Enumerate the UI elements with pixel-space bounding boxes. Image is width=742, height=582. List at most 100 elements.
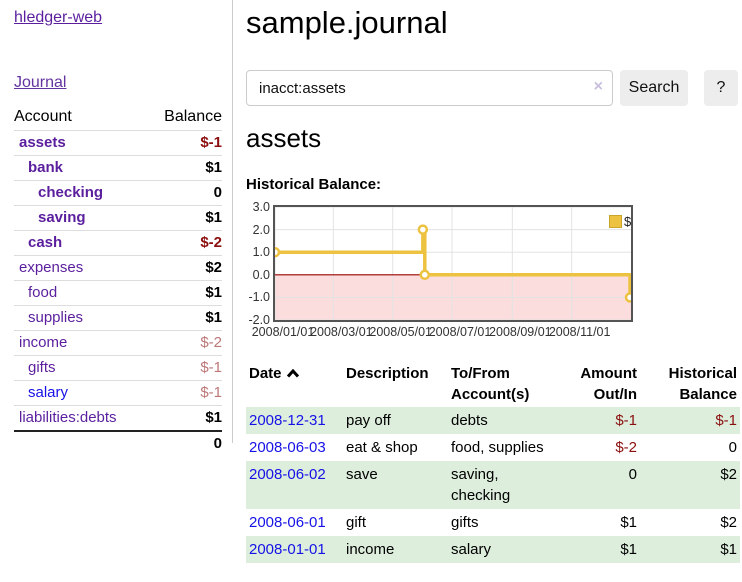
- account-link-checking[interactable]: checking: [38, 184, 104, 201]
- transaction-date-link[interactable]: 2008-06-01: [249, 514, 326, 531]
- chart-series-svg: [275, 207, 631, 320]
- account-row-liabilities-debts: liabilities:debts $1: [14, 405, 222, 431]
- transaction-date-link[interactable]: 2008-12-31: [249, 412, 326, 429]
- y-axis-tick-label: 3.0: [252, 200, 270, 214]
- transaction-accounts: food, supplies: [451, 439, 544, 456]
- account-row-income: income $-2: [14, 330, 222, 356]
- transaction-description: pay off: [346, 412, 391, 429]
- sidebar: hledger-web Journal Account Balance asse…: [0, 0, 233, 456]
- chart-plot-area: [273, 205, 633, 322]
- legend-swatch-icon: [609, 215, 622, 228]
- account-page-title: assets: [246, 123, 322, 153]
- account-row-salary: salary $-1: [14, 380, 222, 406]
- legend-label: $: [624, 214, 632, 229]
- transaction-accounts: saving, checking: [451, 466, 511, 504]
- search-input[interactable]: [246, 70, 613, 106]
- transaction-description: save: [346, 466, 378, 483]
- x-axis-tick-label: 2008/11/01: [548, 325, 611, 339]
- transaction-accounts: salary: [451, 541, 492, 558]
- col-date[interactable]: Date: [246, 361, 343, 407]
- register-header-row: Date Description To/From Account(s) Amou…: [246, 361, 740, 407]
- transaction-amount: 0: [628, 466, 637, 483]
- account-row-cash: cash $-2: [14, 230, 222, 256]
- account-balance: $1: [147, 155, 222, 181]
- transaction-accounts: gifts: [451, 514, 479, 531]
- account-link-liabilities-debts[interactable]: liabilities:debts: [19, 409, 117, 426]
- transaction-balance: $1: [720, 541, 737, 558]
- account-row-gifts: gifts $-1: [14, 355, 222, 381]
- register-row: 2008-06-01 gift gifts $1 $2: [246, 509, 740, 536]
- transaction-date-link[interactable]: 2008-06-03: [249, 439, 326, 456]
- accounts-header-row: Account Balance: [14, 108, 222, 131]
- account-link-supplies[interactable]: supplies: [28, 309, 84, 326]
- account-row-checking: checking 0: [14, 180, 222, 206]
- transaction-date-link[interactable]: 2008-06-02: [249, 466, 326, 483]
- y-axis-tick-label: -2.0: [248, 313, 270, 327]
- account-balance: 0: [147, 180, 222, 206]
- x-axis-tick-label: 2008/03/01: [310, 325, 373, 339]
- account-link-bank[interactable]: bank: [28, 159, 64, 176]
- col-accounts: To/From Account(s): [451, 365, 530, 403]
- account-row-food: food $1: [14, 280, 222, 306]
- account-link-cash[interactable]: cash: [28, 234, 63, 251]
- x-axis-tick-label: 2008/01/01: [251, 325, 315, 339]
- col-balance: Historical Balance: [668, 365, 737, 403]
- register-table: Date Description To/From Account(s) Amou…: [246, 361, 740, 563]
- transaction-description: eat & shop: [346, 439, 418, 456]
- transaction-balance: $2: [720, 514, 737, 531]
- account-balance: $1: [147, 280, 222, 306]
- x-axis-tick-label: 2008/07/01: [428, 325, 492, 339]
- search-button[interactable]: Search: [620, 70, 688, 106]
- account-link-salary[interactable]: salary: [28, 384, 69, 401]
- transaction-description: gift: [346, 514, 367, 531]
- accounts-col-balance: Balance: [164, 108, 222, 125]
- account-row-saving: saving $1: [14, 205, 222, 231]
- account-balance: $-1: [147, 355, 222, 381]
- transaction-balance: $-1: [715, 412, 737, 429]
- account-row-expenses: expenses $2: [14, 255, 222, 281]
- account-balance: $-1: [147, 130, 222, 156]
- transaction-amount: $1: [620, 541, 637, 558]
- account-link-expenses[interactable]: expenses: [19, 259, 84, 276]
- account-link-saving[interactable]: saving: [38, 209, 86, 226]
- register-row: 2008-06-02 save saving, checking 0 $2: [246, 461, 740, 509]
- account-link-assets[interactable]: assets: [19, 134, 66, 151]
- x-axis-tick-label: 2008/09/01: [489, 325, 552, 339]
- accounts-col-account: Account: [14, 108, 72, 125]
- transaction-date-link[interactable]: 2008-01-01: [249, 541, 326, 558]
- accounts-total-row: 0: [14, 430, 222, 456]
- account-balance: $1: [147, 205, 222, 231]
- accounts-total-value: 0: [147, 430, 222, 456]
- accounts-table: Account Balance assets $-1 bank $1 check…: [14, 108, 222, 456]
- account-link-income[interactable]: income: [19, 334, 68, 351]
- account-balance: $1: [147, 405, 222, 431]
- account-row-supplies: supplies $1: [14, 305, 222, 331]
- sidebar-item-journal[interactable]: Journal: [14, 74, 67, 91]
- y-axis-tick-label: -1.0: [248, 290, 270, 305]
- col-description: Description: [346, 365, 429, 382]
- page-title: sample.journal: [246, 5, 448, 40]
- account-balance: $-1: [147, 380, 222, 406]
- register-row: 2008-06-03 eat & shop food, supplies $-2…: [246, 434, 740, 461]
- account-balance: $-2: [147, 330, 222, 356]
- chart-title: Historical Balance:: [246, 176, 382, 193]
- transaction-amount: $-1: [615, 412, 637, 429]
- main-content: sample.journal × Search ? assets Histori…: [246, 0, 740, 563]
- account-balance: $2: [147, 255, 222, 281]
- y-axis-tick-label: 1.0: [252, 245, 270, 260]
- search-form: × Search ?: [246, 70, 740, 106]
- account-link-food[interactable]: food: [28, 284, 58, 301]
- y-axis-tick-label: 2.0: [252, 222, 270, 237]
- transaction-balance: 0: [728, 439, 737, 456]
- x-axis-tick-label: 2008/05/01: [369, 325, 432, 339]
- transaction-amount: $-2: [615, 439, 637, 456]
- sort-asc-icon: [286, 363, 300, 384]
- account-link-gifts[interactable]: gifts: [28, 359, 56, 376]
- clear-search-icon[interactable]: ×: [593, 78, 603, 95]
- transaction-accounts: debts: [451, 412, 488, 429]
- help-button[interactable]: ?: [704, 70, 738, 106]
- historical-balance-chart: $ 3.0 2.0 1.0 0.0 -1.0 -2.0 2008/01/01 2008/03/…: [246, 199, 740, 344]
- app-brand-link[interactable]: hledger-web: [14, 9, 103, 26]
- transaction-amount: $1: [620, 514, 637, 531]
- account-row-assets: assets $-1: [14, 130, 222, 156]
